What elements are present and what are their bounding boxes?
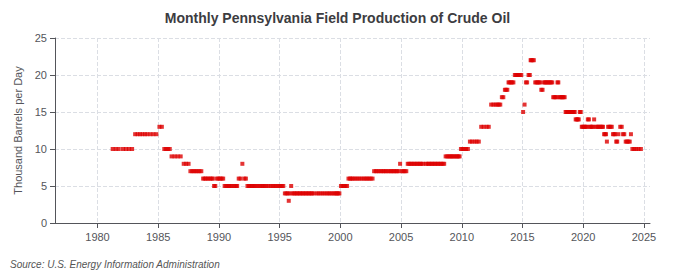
svg-text:15: 15 [35,106,47,118]
svg-text:25: 25 [35,32,47,44]
svg-text:2025: 2025 [632,231,656,243]
svg-text:2000: 2000 [328,231,352,243]
svg-text:2015: 2015 [510,231,534,243]
svg-text:5: 5 [41,180,47,192]
svg-text:1980: 1980 [85,231,109,243]
svg-text:1990: 1990 [207,231,231,243]
svg-text:Source: U.S. Energy Informatio: Source: U.S. Energy Information Administ… [10,259,220,270]
svg-text:2010: 2010 [450,231,474,243]
svg-text:Monthly Pennsylvania Field Pro: Monthly Pennsylvania Field Production of… [165,10,510,26]
svg-text:20: 20 [35,69,47,81]
svg-text:2020: 2020 [571,231,595,243]
svg-text:2005: 2005 [389,231,413,243]
svg-text:1985: 1985 [146,231,170,243]
svg-text:0: 0 [41,217,47,229]
svg-text:10: 10 [35,143,47,155]
svg-text:1995: 1995 [267,231,291,243]
svg-text:Thousand Barrels per Day: Thousand Barrels per Day [12,66,24,195]
